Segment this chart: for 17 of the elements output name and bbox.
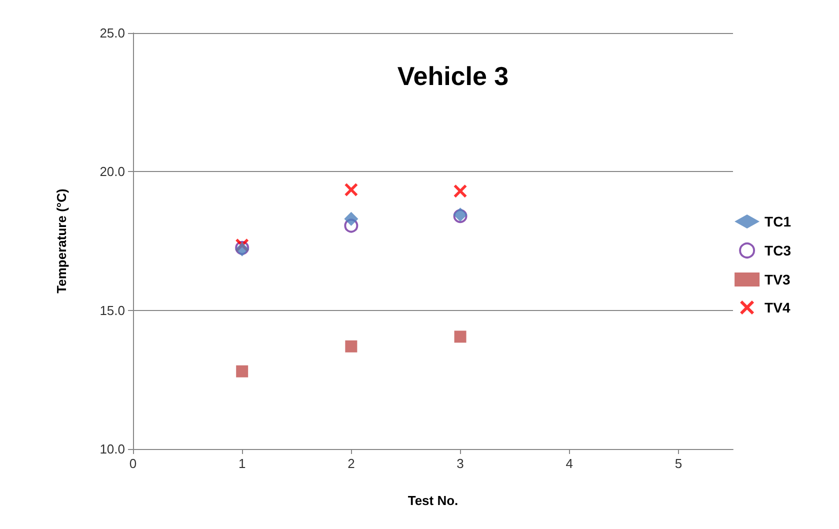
y-tick-label: 25.0	[100, 26, 125, 40]
x-tick-label: 4	[566, 456, 573, 471]
y-tick-label: 15.0	[100, 302, 125, 318]
y-axis-title: Temperature (°C)	[54, 188, 69, 294]
x-tick-label: 2	[348, 456, 355, 471]
legend-label: TC1	[764, 214, 792, 230]
legend-label: TV3	[764, 272, 790, 288]
x-tick-label: 1	[238, 456, 246, 471]
y-tick-label: 20.0	[100, 164, 125, 180]
legend-label: TV4	[764, 300, 790, 316]
legend-label: TC3	[764, 242, 792, 258]
text: Vehicle 3	[397, 61, 509, 91]
y-tick-label: 10.0	[100, 442, 125, 456]
x-tick-label: 0	[129, 456, 137, 471]
x-axis-title: Test No.	[408, 493, 458, 508]
x-tick-label: 3	[456, 456, 464, 471]
x-tick-label: 5	[674, 456, 682, 471]
